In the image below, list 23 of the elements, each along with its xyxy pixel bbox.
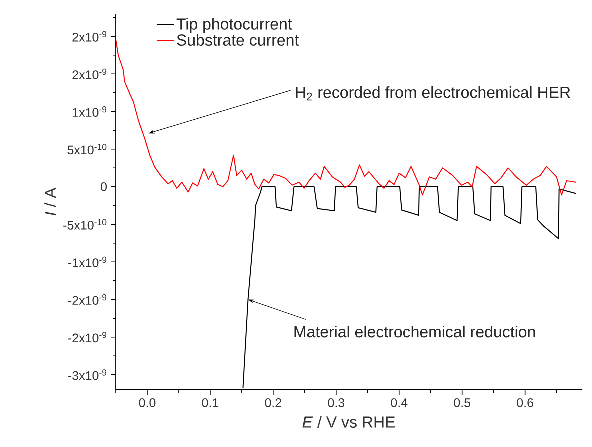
y-axis-title: I / A bbox=[44, 188, 56, 216]
legend-label: Tip photocurrent bbox=[176, 18, 292, 34]
x-tick-label: 0.5 bbox=[454, 398, 471, 408]
x-tick-label: 0.6 bbox=[517, 398, 534, 408]
annotation: H$_{2}$ recorded from electrochemical HER bbox=[296, 86, 570, 101]
y-tick-label: -5x10$^{-10}$ bbox=[64, 219, 107, 230]
x-axis-title: E / V vs RHE bbox=[302, 416, 396, 428]
y-tick-label: -1x10$^{-9}$ bbox=[68, 256, 107, 268]
x-tick-label: 0.3 bbox=[328, 398, 345, 408]
y-tick-label: 0 bbox=[101, 182, 107, 192]
y-tick-label: -3x10$^{-9}$ bbox=[68, 370, 107, 380]
y-tick-label: 2x10$^{-9}$ bbox=[72, 31, 107, 42]
y-tick-label: 5x10$^{-10}$ bbox=[68, 144, 107, 155]
y-tick-label: -2x10$^{-9}$ bbox=[68, 332, 107, 343]
annotation: Material electrochemical reduction bbox=[294, 326, 536, 338]
x-tick-label: 0.0 bbox=[139, 398, 156, 408]
y-tick-label: -2x10$^{-9}$ bbox=[68, 294, 107, 306]
x-tick-label: 0.1 bbox=[202, 398, 219, 408]
legend-label: Substrate current bbox=[177, 34, 300, 46]
y-tick-label: 1x10$^{-9}$ bbox=[73, 106, 107, 118]
y-tick-label: 2x10$^{-9}$ bbox=[72, 68, 107, 80]
x-tick-label: 0.4 bbox=[391, 398, 408, 408]
x-tick-label: 0.2 bbox=[265, 398, 282, 408]
